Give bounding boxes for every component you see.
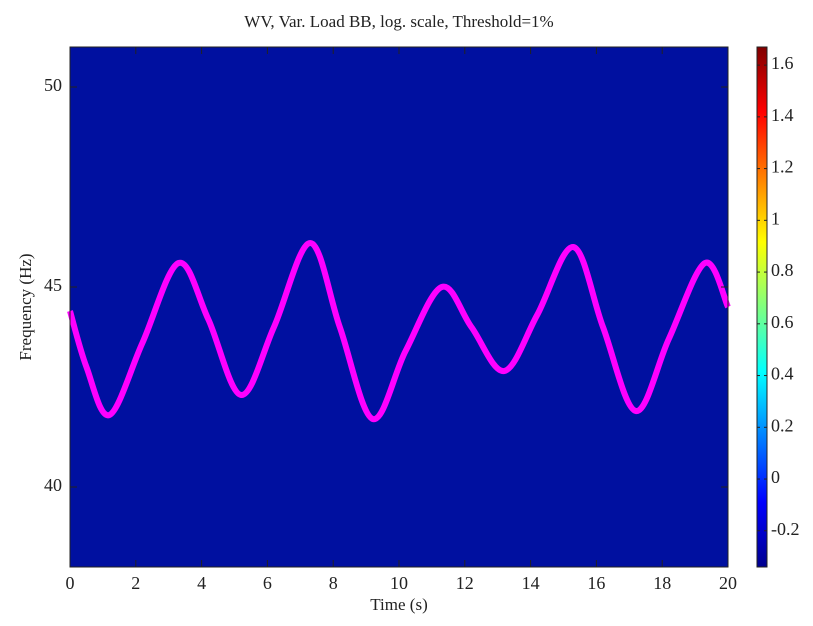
x-tick-label: 12: [456, 573, 474, 593]
colorbar: [756, 46, 768, 568]
colorbar-tick-label: -0.2: [771, 519, 800, 539]
x-tick-label: 4: [197, 573, 206, 593]
x-tick-label: 2: [131, 573, 140, 593]
x-tick-label: 18: [653, 573, 671, 593]
x-axis-label: Time (s): [370, 595, 427, 614]
x-tick-label: 6: [263, 573, 272, 593]
colorbar-tick-label: 0.4: [771, 364, 794, 384]
colorbar-tick-label: 0: [771, 467, 780, 487]
x-tick-label: 20: [719, 573, 737, 593]
plot-background: [70, 47, 728, 567]
x-tick-label: 10: [390, 573, 408, 593]
colorbar-tick-label: 0.6: [771, 312, 794, 332]
colorbar-tick-label: 0.2: [771, 415, 794, 435]
colorbar-tick-label: 1: [771, 208, 780, 228]
y-tick-label: 40: [44, 475, 62, 495]
x-tick-label: 16: [587, 573, 605, 593]
colorbar-tick-label: 1.6: [771, 53, 794, 73]
colorbar-tick-label: 0.8: [771, 260, 794, 280]
x-tick-label: 8: [329, 573, 338, 593]
ridge-line: [67, 240, 731, 422]
y-tick-label: 45: [44, 275, 62, 295]
x-tick-label: 0: [66, 573, 75, 593]
x-tick-label: 14: [522, 573, 540, 593]
y-tick-label: 50: [44, 75, 62, 95]
colorbar-tick-label: 1.4: [771, 105, 794, 125]
y-axis-label: Frequency (Hz): [16, 253, 35, 360]
colorbar-tick-label: 1.2: [771, 157, 794, 177]
chart-title: WV, Var. Load BB, log. scale, Threshold=…: [244, 12, 553, 31]
